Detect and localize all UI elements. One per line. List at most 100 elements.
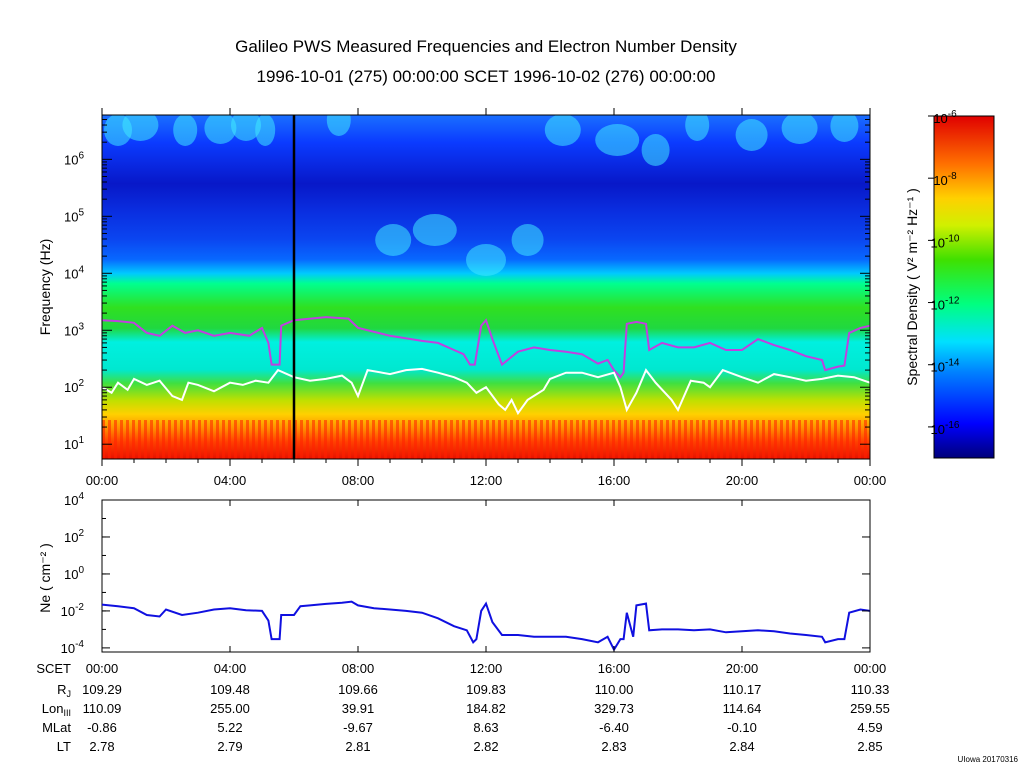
- figure-title: Galileo PWS Measured Frequencies and Ele…: [235, 37, 737, 56]
- ephemeris-cell: -0.86: [87, 720, 117, 735]
- ephemeris-cell: 20:00: [726, 661, 759, 676]
- ephemeris-cell: 2.81: [345, 739, 370, 754]
- ephemeris-cell: 109.29: [82, 682, 122, 697]
- emission-streak: [326, 115, 351, 136]
- spectrogram-image: [102, 115, 870, 459]
- ephemeris-cell: 00:00: [86, 661, 119, 676]
- ephemeris-cell: 12:00: [470, 661, 503, 676]
- density-y-tick-label: 10-4: [61, 639, 85, 656]
- ephemeris-cell: 2.85: [857, 739, 882, 754]
- ephemeris-cell: 00:00: [854, 661, 887, 676]
- ephemeris-row-label: RJ: [57, 682, 71, 699]
- density-y-tick-label: 100: [64, 565, 84, 582]
- ephemeris-cell: 39.91: [342, 701, 375, 716]
- credit-label: UIowa 20170316: [958, 755, 1019, 764]
- ephemeris-row-label: LT: [57, 739, 71, 754]
- ephemeris-cell: 109.83: [466, 682, 506, 697]
- spectrogram-boundary-lines: [102, 316, 870, 416]
- colorbar-tick-label: 10-14: [931, 358, 960, 375]
- ephemeris-row-label: SCET: [36, 661, 71, 676]
- spectrogram-panel: 101 102 103 104 105 106 00:00 04:00 08:00 12:00 1…: [37, 108, 887, 488]
- spectrogram-x-tick-label: 16:00: [598, 473, 631, 488]
- spectrogram-low-band-stripes: [102, 420, 870, 459]
- figure-subtitle: 1996-10-01 (275) 00:00:00 SCET 1996-10-0…: [256, 67, 715, 86]
- ephemeris-table: SCET RJ LonIII MLat LT 00:00 109.29 110.09 -0.86…: [36, 661, 890, 754]
- colorbar: 10-6 10-8 10-10 10-12 10-14 10-16 Spectral De…: [904, 109, 995, 459]
- density-y-tick-label: 10-2: [61, 602, 85, 619]
- ephemeris-cell: -6.40: [599, 720, 629, 735]
- emission-streak: [641, 134, 670, 166]
- ephemeris-cell: 109.48: [210, 682, 250, 697]
- ephemeris-cell: 16:00: [598, 661, 631, 676]
- colorbar-tick-label: 10-10: [931, 233, 960, 250]
- spectrogram-x-tick-label: 04:00: [214, 473, 247, 488]
- colorbar-ticks: 10-6 10-8 10-10 10-12 10-14 10-16: [928, 109, 960, 437]
- ephemeris-cell: 110.09: [83, 701, 122, 716]
- colorbar-tick-label: 10-16: [931, 420, 960, 437]
- density-y-tick-label: 104: [64, 491, 84, 508]
- ephemeris-cell: 08:00: [342, 661, 375, 676]
- spectrogram-x-tick-label: 00:00: [854, 473, 887, 488]
- spectrogram-line-lower-frequency-boundary: [102, 367, 870, 416]
- spectrogram-x-tick-label: 08:00: [342, 473, 375, 488]
- spectrogram-x-tick-label: 00:00: [86, 473, 119, 488]
- spectrogram-streaks: [104, 115, 859, 276]
- density-panel: 104 102 100 10-2 10-4 Ne ( cm⁻² ): [37, 491, 871, 656]
- ephemeris-cell: 109.66: [338, 682, 378, 697]
- ephemeris-cell: 2.78: [89, 739, 114, 754]
- spectrogram-y-tick-label: 105: [64, 207, 84, 224]
- density-y-tick-label: 102: [64, 528, 84, 545]
- emission-streak: [511, 224, 544, 256]
- emission-streak: [122, 115, 159, 141]
- colorbar-gradient: [933, 115, 995, 459]
- ephemeris-cell: 8.63: [473, 720, 498, 735]
- ephemeris-cell: 04:00: [214, 661, 247, 676]
- emission-streak: [830, 115, 859, 142]
- emission-streak: [685, 115, 710, 141]
- spectrogram-y-tick-label: 102: [64, 378, 84, 395]
- ephemeris-cell: 329.73: [594, 701, 634, 716]
- ephemeris-cell: 110.00: [595, 682, 634, 697]
- ephemeris-row-label: LonIII: [42, 701, 71, 718]
- density-line-Ne: [102, 600, 870, 652]
- spectrogram-x-tick-label: 12:00: [470, 473, 503, 488]
- density-series: [102, 600, 870, 652]
- emission-streak: [375, 224, 412, 256]
- ephemeris-cell: 259.55: [850, 701, 890, 716]
- emission-streak: [595, 124, 640, 156]
- emission-streak: [173, 115, 198, 146]
- density-frame: [101, 499, 871, 653]
- density-x-ticks: [101, 500, 871, 652]
- spectrogram-y-label: Frequency (Hz): [37, 239, 53, 335]
- spectrogram-y-tick-label: 104: [64, 264, 84, 281]
- spectrogram-line-upper-frequency-boundary: [102, 316, 870, 379]
- ephemeris-cell: -9.67: [343, 720, 373, 735]
- spectrogram-y-tick-label: 103: [64, 321, 84, 338]
- ephemeris-cell: 2.79: [217, 739, 242, 754]
- emission-streak: [781, 115, 818, 144]
- ephemeris-cell: 255.00: [210, 701, 250, 716]
- ephemeris-cell: 2.83: [601, 739, 626, 754]
- emission-streak: [255, 115, 276, 146]
- spectrogram-x-axis: 00:00 04:00 08:00 12:00 16:00 20:00 00:00: [86, 108, 887, 488]
- density-y-label: Ne ( cm⁻² ): [37, 543, 53, 613]
- ephemeris-cell: 2.84: [729, 739, 754, 754]
- spectrogram-y-tick-label: 101: [64, 435, 84, 452]
- colorbar-tick-label: 10-8: [933, 171, 957, 188]
- ephemeris-cell: 110.33: [851, 682, 890, 697]
- ephemeris-cell: 110.17: [723, 682, 762, 697]
- emission-streak: [466, 244, 506, 276]
- colorbar-tick-label: 10-12: [931, 296, 960, 313]
- emission-streak: [231, 115, 261, 141]
- emission-streak: [735, 119, 768, 151]
- ephemeris-cell: 184.82: [466, 701, 506, 716]
- spectrogram-y-tick-label: 106: [64, 150, 84, 167]
- spectrogram-y-axis: 101 102 103 104 105 106: [64, 114, 870, 452]
- colorbar-label: Spectral Density ( V² m⁻² Hz⁻¹ ): [904, 188, 920, 386]
- density-y-axis: 104 102 100 10-2 10-4: [61, 491, 870, 656]
- ephemeris-cell: 2.82: [473, 739, 498, 754]
- ephemeris-row-label: MLat: [42, 720, 71, 735]
- emission-streak: [204, 115, 237, 144]
- ephemeris-cell: 5.22: [217, 720, 242, 735]
